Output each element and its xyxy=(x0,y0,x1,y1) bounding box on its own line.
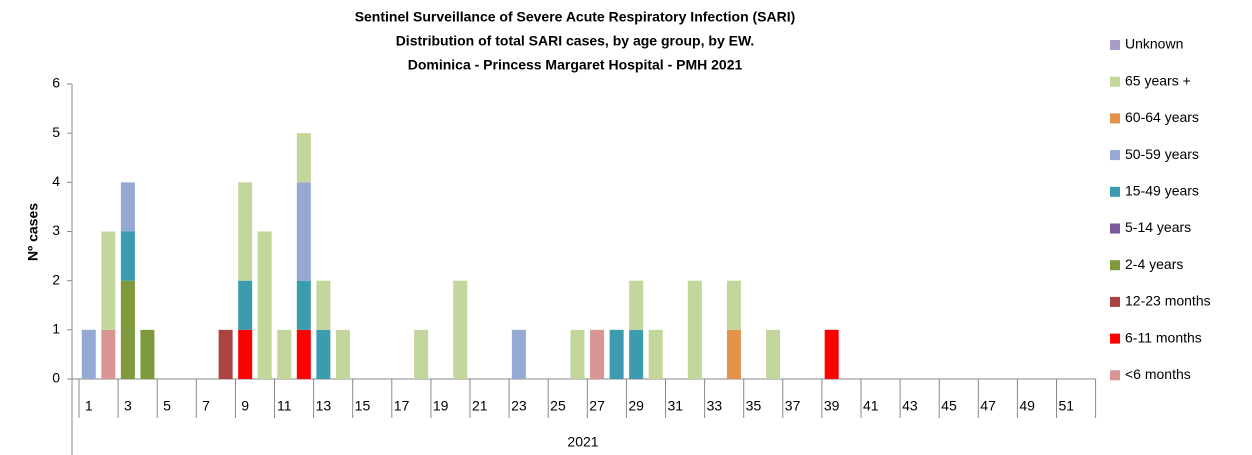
x-tick-label: 7 xyxy=(202,398,210,414)
x-tick-label: 37 xyxy=(785,398,801,414)
x-tick-label: 47 xyxy=(980,398,996,414)
x-tick-label: 17 xyxy=(394,398,410,414)
legend-swatch xyxy=(1110,223,1120,234)
x-tick-label: 21 xyxy=(472,398,488,414)
bar-segment xyxy=(296,280,311,330)
bar-segment xyxy=(296,133,311,183)
x-tick-label: 33 xyxy=(707,398,723,414)
x-tick-label: 5 xyxy=(163,398,171,414)
y-tick-label: 2 xyxy=(52,271,60,287)
bar-segment xyxy=(687,280,702,379)
bar-segment xyxy=(453,280,468,379)
bar-segment xyxy=(101,231,116,330)
x-tick-label: 3 xyxy=(124,398,132,414)
chart-subtitle: Distribution of total SARI cases, by age… xyxy=(396,33,755,49)
bar-segment xyxy=(296,182,311,281)
legend-label: 50-59 years xyxy=(1125,146,1199,162)
bar-segment xyxy=(629,329,644,379)
x-tick-label: 31 xyxy=(667,398,683,414)
y-tick-label: 6 xyxy=(52,75,60,91)
legend-swatch xyxy=(1110,40,1120,50)
y-tick-label: 1 xyxy=(52,321,60,337)
legend-swatch xyxy=(1110,296,1120,307)
y-axis-label: Nº cases xyxy=(25,203,41,261)
x-tick-label: 29 xyxy=(628,398,644,414)
bar-segment xyxy=(609,329,624,379)
bar-segment xyxy=(590,329,605,379)
bar-segment xyxy=(335,329,350,379)
y-tick-label: 4 xyxy=(52,173,60,189)
bar-segment xyxy=(316,329,331,379)
bar-segment xyxy=(81,329,96,379)
legend-label: <6 months xyxy=(1125,366,1191,382)
legend-label: 65 years + xyxy=(1125,72,1191,88)
y-tick-label: 0 xyxy=(52,370,60,386)
x-tick-label: 41 xyxy=(863,398,879,414)
legend-swatch xyxy=(1110,113,1120,124)
legend-swatch xyxy=(1110,186,1120,197)
bar-segment xyxy=(120,231,135,281)
bar-segment xyxy=(238,280,253,330)
x-tick-label: 11 xyxy=(277,398,292,414)
bar-segment xyxy=(238,329,253,379)
bar-segment xyxy=(629,280,644,330)
x-tick-label: 25 xyxy=(550,398,566,414)
bar-segment xyxy=(140,329,155,379)
legend-label: 60-64 years xyxy=(1125,109,1199,125)
x-tick-label: 9 xyxy=(241,398,249,414)
bar-segment xyxy=(766,329,781,379)
x-axis-label: 2021 xyxy=(567,434,598,450)
bar-segment xyxy=(218,329,233,379)
bar-segment xyxy=(824,329,839,379)
legend-label: 5-14 years xyxy=(1125,219,1191,235)
x-tick-label: 51 xyxy=(1058,398,1074,414)
legend-swatch xyxy=(1110,76,1120,87)
bar-segment xyxy=(120,280,135,379)
x-tick-label: 45 xyxy=(941,398,957,414)
x-tick-label: 27 xyxy=(589,398,605,414)
chart-title: Sentinel Surveillance of Severe Acute Re… xyxy=(355,9,796,25)
y-tick-label: 5 xyxy=(52,124,60,140)
x-tick-label: 39 xyxy=(824,398,840,414)
legend-swatch xyxy=(1110,333,1120,344)
bar-segment xyxy=(570,329,585,379)
legend-swatch xyxy=(1110,260,1120,271)
legend-label: 15-49 years xyxy=(1125,183,1199,199)
legend-label: 12-23 months xyxy=(1125,293,1211,309)
bar-segment xyxy=(296,329,311,379)
x-tick-label: 23 xyxy=(511,398,527,414)
bar-segment xyxy=(120,182,135,232)
legend-label: Unknown xyxy=(1125,36,1183,52)
legend-label: 2-4 years xyxy=(1125,256,1183,272)
bar-segment xyxy=(101,329,116,379)
x-tick-label: 1 xyxy=(85,398,93,414)
bar-segment xyxy=(316,280,331,330)
bar-segment xyxy=(257,231,272,379)
legend-swatch xyxy=(1110,370,1120,381)
bar-segment xyxy=(511,329,526,379)
x-tick-label: 43 xyxy=(902,398,918,414)
bar-segment xyxy=(277,329,292,379)
x-tick-label: 19 xyxy=(433,398,449,414)
bar-segment xyxy=(726,329,741,379)
x-tick-label: 15 xyxy=(355,398,371,414)
bar-segment xyxy=(726,280,741,330)
x-tick-label: 13 xyxy=(316,398,332,414)
bar-segment xyxy=(238,182,253,281)
legend-swatch xyxy=(1110,150,1120,161)
x-tick-label: 49 xyxy=(1019,398,1035,414)
chart-subtitle: Dominica - Princess Margaret Hospital - … xyxy=(408,57,743,73)
y-tick-label: 3 xyxy=(52,222,60,238)
bar-segment xyxy=(648,329,663,379)
legend-label: 6-11 months xyxy=(1125,329,1202,345)
bar-segment xyxy=(414,329,429,379)
x-tick-label: 35 xyxy=(746,398,762,414)
